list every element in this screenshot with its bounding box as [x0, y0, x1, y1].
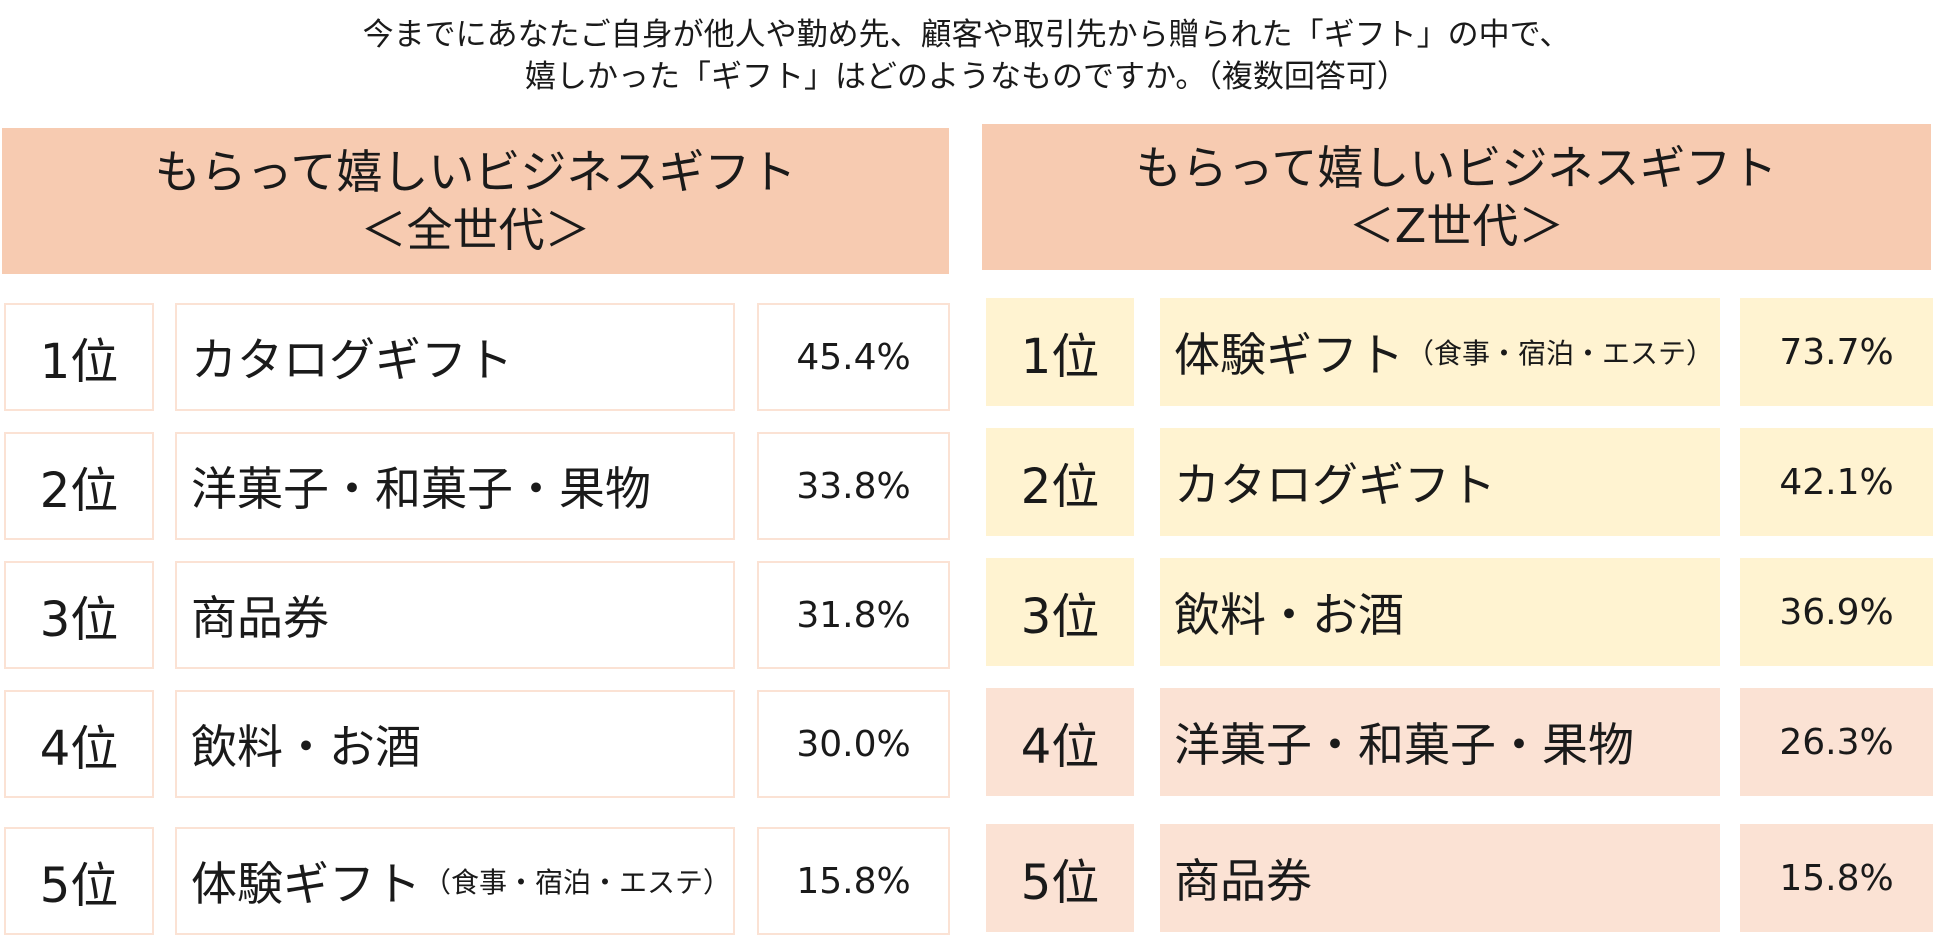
survey-question-line-2: 嬉しかった「ギフト」はどのようなものですか。（複数回答可） [525, 59, 1408, 95]
gift-label: 商品券 [191, 591, 329, 645]
rank-label: 3位 [39, 592, 119, 648]
rank-cell: 2位 [4, 432, 154, 540]
percent-label: 45.4% [796, 336, 911, 378]
percent-label: 31.8% [796, 594, 911, 636]
percent-label: 15.8% [796, 860, 911, 902]
gift-label: 洋菓子・和菓子・果物 [1174, 718, 1634, 772]
gift-cell: 飲料・お酒 [175, 690, 735, 798]
rank-cell: 1位 [4, 303, 154, 411]
gift-label: 飲料・お酒 [1174, 588, 1404, 642]
gift-label: カタログギフト [191, 333, 513, 387]
rank-label: 5位 [39, 858, 119, 914]
percent-label: 42.1% [1779, 461, 1894, 503]
gift-label: 体験ギフト [1174, 328, 1404, 382]
percent-cell: 42.1% [1740, 428, 1933, 536]
percent-cell: 33.8% [757, 432, 950, 540]
rank-cell: 3位 [4, 561, 154, 669]
rank-cell: 3位 [986, 558, 1134, 666]
gift-cell: カタログギフト [1160, 428, 1720, 536]
percent-cell: 36.9% [1740, 558, 1933, 666]
gift-label: 飲料・お酒 [191, 720, 421, 774]
rank-label: 1位 [39, 334, 119, 390]
panel-title: もらって嬉しいビジネスギフト [154, 145, 797, 199]
percent-cell: 31.8% [757, 561, 950, 669]
rank-label: 2位 [39, 463, 119, 519]
rank-cell: 5位 [986, 824, 1134, 932]
gift-note: （食事・宿泊・エステ） [423, 866, 732, 899]
gift-cell: 体験ギフト （食事・宿泊・エステ） [1160, 298, 1720, 406]
gift-cell: 商品券 [175, 561, 735, 669]
gift-cell: 洋菓子・和菓子・果物 [1160, 688, 1720, 796]
percent-cell: 45.4% [757, 303, 950, 411]
gift-cell: 洋菓子・和菓子・果物 [175, 432, 735, 540]
percent-label: 15.8% [1779, 857, 1894, 899]
rank-cell: 5位 [4, 827, 154, 935]
percent-label: 36.9% [1779, 591, 1894, 633]
survey-question-line-1: 今までにあなたご自身が他人や勤め先、顧客や取引先から贈られた「ギフト」の中で、 [362, 17, 1571, 53]
percent-label: 30.0% [796, 723, 911, 765]
survey-question: 今までにあなたご自身が他人や勤め先、顧客や取引先から贈られた「ギフト」の中で、 … [0, 14, 1933, 98]
gift-note: （食事・宿泊・エステ） [1406, 337, 1715, 370]
gift-cell: 飲料・お酒 [1160, 558, 1720, 666]
rank-cell: 4位 [986, 688, 1134, 796]
rank-label: 4位 [1020, 719, 1100, 775]
gift-cell: 体験ギフト （食事・宿泊・エステ） [175, 827, 735, 935]
percent-label: 33.8% [796, 465, 911, 507]
percent-cell: 26.3% [1740, 688, 1933, 796]
panel-header-all-generations: もらって嬉しいビジネスギフト ＜全世代＞ [2, 128, 949, 274]
gift-cell: 商品券 [1160, 824, 1720, 932]
gift-label: カタログギフト [1174, 458, 1496, 512]
panel-header-gen-z: もらって嬉しいビジネスギフト ＜Z世代＞ [982, 124, 1931, 270]
panel-title: もらって嬉しいビジネスギフト [1135, 141, 1778, 195]
percent-cell: 30.0% [757, 690, 950, 798]
percent-cell: 73.7% [1740, 298, 1933, 406]
panel-subtitle: ＜Z世代＞ [1348, 199, 1565, 253]
gift-label: 商品券 [1174, 854, 1312, 908]
panel-subtitle: ＜全世代＞ [360, 203, 591, 257]
rank-cell: 2位 [986, 428, 1134, 536]
rank-label: 3位 [1020, 589, 1100, 645]
rank-cell: 1位 [986, 298, 1134, 406]
percent-cell: 15.8% [757, 827, 950, 935]
rank-label: 4位 [39, 721, 119, 777]
percent-label: 26.3% [1779, 721, 1894, 763]
percent-cell: 15.8% [1740, 824, 1933, 932]
gift-cell: カタログギフト [175, 303, 735, 411]
rank-cell: 4位 [4, 690, 154, 798]
percent-label: 73.7% [1779, 331, 1894, 373]
rank-label: 5位 [1020, 855, 1100, 911]
rank-label: 1位 [1020, 329, 1100, 385]
gift-label: 洋菓子・和菓子・果物 [191, 462, 651, 516]
gift-label: 体験ギフト [191, 857, 421, 911]
rank-label: 2位 [1020, 459, 1100, 515]
